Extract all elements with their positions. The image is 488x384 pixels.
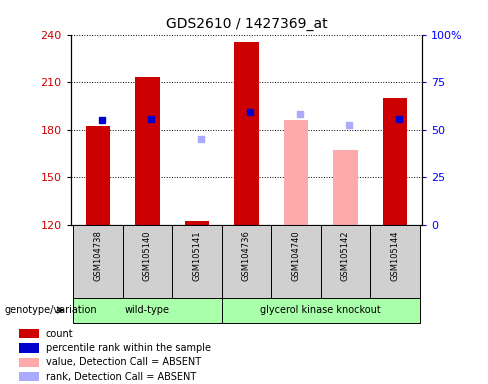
Bar bbox=[222, 298, 420, 323]
Text: GSM105142: GSM105142 bbox=[341, 230, 350, 281]
Bar bbox=[73, 225, 122, 298]
Text: GSM104738: GSM104738 bbox=[94, 230, 102, 281]
Title: GDS2610 / 1427369_at: GDS2610 / 1427369_at bbox=[165, 17, 327, 31]
Text: count: count bbox=[46, 329, 74, 339]
Text: wild-type: wild-type bbox=[125, 305, 170, 315]
Bar bbox=[20, 343, 39, 353]
Text: GSM105140: GSM105140 bbox=[143, 230, 152, 281]
Text: GSM104740: GSM104740 bbox=[291, 230, 301, 281]
Text: GSM104736: GSM104736 bbox=[242, 230, 251, 281]
Bar bbox=[321, 225, 370, 298]
Text: GSM105141: GSM105141 bbox=[192, 230, 202, 281]
Bar bbox=[20, 358, 39, 367]
Bar bbox=[172, 225, 222, 298]
Bar bbox=[370, 225, 420, 298]
Text: rank, Detection Call = ABSENT: rank, Detection Call = ABSENT bbox=[46, 372, 196, 382]
Bar bbox=[271, 225, 321, 298]
Bar bbox=[135, 77, 160, 225]
Bar bbox=[284, 120, 308, 225]
Text: value, Detection Call = ABSENT: value, Detection Call = ABSENT bbox=[46, 358, 201, 367]
Text: genotype/variation: genotype/variation bbox=[5, 305, 98, 315]
Bar bbox=[85, 126, 110, 225]
Bar bbox=[20, 372, 39, 381]
Bar bbox=[122, 225, 172, 298]
Bar bbox=[20, 329, 39, 338]
Bar bbox=[184, 222, 209, 225]
Bar bbox=[234, 43, 259, 225]
Bar bbox=[73, 298, 222, 323]
Text: glycerol kinase knockout: glycerol kinase knockout bbox=[260, 305, 381, 315]
Text: percentile rank within the sample: percentile rank within the sample bbox=[46, 343, 211, 353]
Bar bbox=[383, 98, 407, 225]
Bar bbox=[222, 225, 271, 298]
Bar bbox=[333, 150, 358, 225]
Text: GSM105144: GSM105144 bbox=[390, 230, 399, 281]
